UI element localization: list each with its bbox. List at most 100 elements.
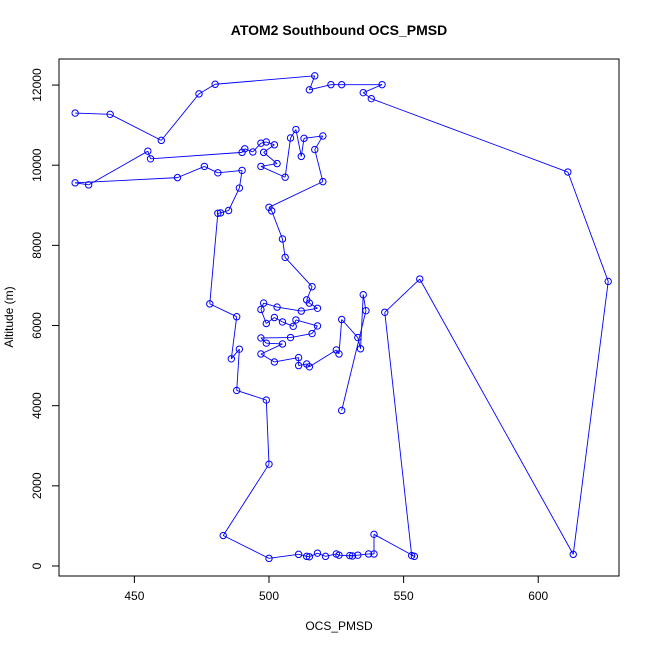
data-point-22 <box>354 551 362 559</box>
data-point-102 <box>354 333 362 342</box>
line-segment-10 <box>362 92 372 100</box>
data-point-40 <box>206 300 214 308</box>
line-segment-18 <box>373 533 415 557</box>
data-point-58 <box>270 141 279 149</box>
line-segment-34 <box>265 400 270 465</box>
line-segment-21 <box>357 553 369 556</box>
y-tick-label-1: 2000 <box>30 472 44 499</box>
line-segment-33 <box>222 463 270 536</box>
line-segment-76 <box>309 302 318 309</box>
data-point-60 <box>273 159 281 168</box>
y-tick-label-4: 8000 <box>30 232 44 259</box>
data-point-51 <box>144 147 152 155</box>
line-segment-13 <box>572 281 609 555</box>
line-segment-83 <box>274 317 283 323</box>
data-point-38 <box>227 355 236 363</box>
line-segment-30 <box>298 553 307 557</box>
line-segment-28 <box>309 552 318 558</box>
data-point-14 <box>569 550 577 559</box>
line-segment-64 <box>295 129 302 157</box>
line-segment-73 <box>284 257 313 287</box>
data-point-89 <box>286 333 295 342</box>
line-segment-99 <box>335 349 340 355</box>
data-point-9 <box>378 80 386 89</box>
line-segment-78 <box>277 306 302 312</box>
data-point-50 <box>84 181 93 189</box>
y-tick-label-0: 0 <box>30 562 44 569</box>
data-point-54 <box>241 145 249 153</box>
data-point-74 <box>308 282 316 291</box>
data-point-49 <box>71 179 79 187</box>
line-segment-69 <box>268 181 324 208</box>
data-point-80 <box>259 299 268 307</box>
line-segment-38 <box>230 316 238 359</box>
data-point-20 <box>370 550 378 558</box>
x-tick-label-1: 500 <box>259 589 279 603</box>
line-segment-2 <box>160 93 200 141</box>
data-point-31 <box>294 550 303 559</box>
line-segment-96 <box>298 363 307 367</box>
data-point-2 <box>157 136 166 145</box>
line-segment-32 <box>223 535 270 559</box>
data-point-42 <box>216 209 225 217</box>
line-segment-53 <box>241 148 246 153</box>
data-point-3 <box>195 90 203 98</box>
line-segment-101 <box>341 319 359 338</box>
data-point-8 <box>337 80 346 89</box>
line-segment-50 <box>88 150 149 186</box>
line-segment-14 <box>419 278 574 555</box>
data-point-104 <box>359 290 367 299</box>
data-point-1 <box>106 110 114 119</box>
y-axis-label: Altitude (m) <box>2 286 16 347</box>
data-point-44 <box>235 184 244 192</box>
data-point-103 <box>356 345 365 353</box>
line-segment-42 <box>220 210 229 214</box>
line-segment-1 <box>109 113 162 141</box>
line-segment-58 <box>263 144 275 153</box>
data-point-105 <box>362 306 370 315</box>
line-segment-46 <box>204 166 219 174</box>
data-point-64 <box>292 125 300 134</box>
series-line <box>75 75 609 559</box>
data-point-36 <box>232 386 241 395</box>
line-segment-68 <box>314 149 324 182</box>
data-point-11 <box>367 94 376 103</box>
data-point-23 <box>346 551 354 560</box>
x-tick-label-0: 450 <box>124 589 144 603</box>
data-point-87 <box>313 322 322 330</box>
data-point-13 <box>604 277 612 286</box>
data-point-10 <box>359 88 367 97</box>
line-segment-104 <box>362 294 367 311</box>
data-point-86 <box>292 316 300 324</box>
line-segment-67 <box>314 135 324 150</box>
data-point-4 <box>211 80 219 88</box>
data-point-73 <box>281 253 289 262</box>
data-point-59 <box>259 148 268 157</box>
x-tick-label-2: 550 <box>394 589 414 603</box>
data-point-47 <box>200 162 209 171</box>
data-point-28 <box>313 549 322 557</box>
data-point-101 <box>337 315 346 324</box>
line-segment-63 <box>290 129 297 139</box>
line-segment-79 <box>263 302 278 308</box>
line-segment-98 <box>309 349 337 368</box>
data-point-34 <box>265 460 273 468</box>
x-tick-label-3: 600 <box>528 589 548 603</box>
line-segment-74 <box>306 286 313 301</box>
data-point-66 <box>300 134 308 143</box>
line-segment-35 <box>236 390 267 401</box>
data-point-43 <box>224 206 233 215</box>
data-point-24 <box>348 552 357 560</box>
data-point-62 <box>281 173 289 181</box>
plot-frame <box>58 58 620 577</box>
line-segment-52 <box>150 151 243 160</box>
data-point-67 <box>319 132 327 140</box>
line-segment-61 <box>260 165 286 178</box>
y-tick-label-5: 10000 <box>30 148 44 182</box>
data-point-85 <box>289 322 297 331</box>
data-point-30 <box>302 552 311 561</box>
line-segment-55 <box>252 142 262 153</box>
data-point-69 <box>319 177 327 186</box>
line-segment-49 <box>75 182 89 186</box>
